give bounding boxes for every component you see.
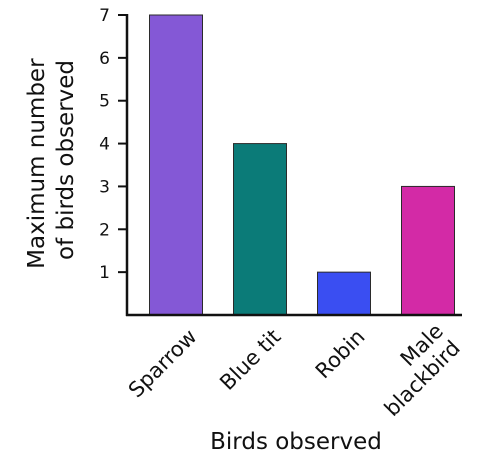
y-axis-title-line-2: of birds observed — [53, 60, 79, 260]
y-tick-label: 4 — [99, 135, 110, 155]
x-tick-label: Sparrow — [124, 325, 202, 403]
bar-blue-tit — [233, 143, 287, 316]
y-tick-label: 3 — [99, 177, 110, 197]
y-tick-label: 6 — [99, 49, 110, 69]
bar-robin — [317, 271, 371, 316]
bar-sparrow — [149, 14, 203, 316]
x-tick-label-line: Robin — [311, 325, 370, 384]
x-tick-label-line: Blue tit — [215, 325, 285, 395]
x-axis-title: Birds observed — [210, 429, 382, 455]
x-tick-label-line: Sparrow — [124, 325, 202, 403]
y-tick-label: 1 — [99, 263, 110, 283]
y-axis-title-line-1: Maximum number — [24, 58, 50, 269]
y-tick-label: 7 — [99, 6, 110, 26]
y-axis-title: Maximum number of birds observed — [24, 51, 79, 269]
y-tick-label: 2 — [99, 220, 110, 240]
bar-male-blackbird — [401, 185, 455, 316]
x-tick-label: Blue tit — [215, 325, 285, 395]
y-tick-label: 5 — [99, 92, 110, 112]
x-tick-label: Robin — [311, 325, 370, 384]
x-tick-label: Maleblackbird — [363, 319, 465, 421]
